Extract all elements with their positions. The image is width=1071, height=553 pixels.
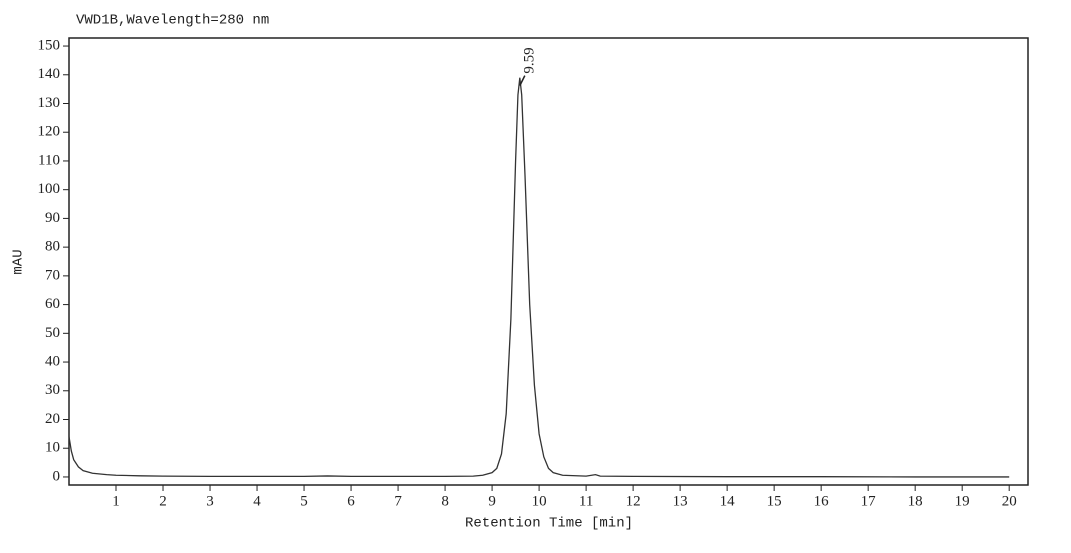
x-tick-label: 14 [720, 493, 736, 509]
x-tick-label: 5 [300, 493, 308, 509]
y-tick-label: 150 [38, 37, 61, 53]
y-tick-label: 120 [38, 124, 61, 140]
y-tick-label: 0 [53, 468, 61, 484]
x-tick-label: 1 [112, 493, 120, 509]
x-tick-label: 9 [488, 493, 496, 509]
peak-marker [519, 75, 526, 86]
y-tick-label: 20 [45, 411, 60, 427]
x-tick-label: 10 [532, 493, 547, 509]
x-tick-label: 2 [159, 493, 167, 509]
peak-label: 9.59 [521, 47, 537, 73]
x-tick-label: 3 [206, 493, 214, 509]
x-tick-label: 4 [253, 493, 261, 509]
x-tick-label: 17 [861, 493, 877, 509]
y-tick-label: 100 [38, 181, 61, 197]
x-tick-label: 19 [955, 493, 970, 509]
x-tick-label: 20 [1002, 493, 1017, 509]
x-tick-label: 15 [767, 493, 782, 509]
y-tick-label: 80 [45, 239, 60, 255]
y-tick-label: 140 [38, 66, 61, 82]
y-tick-label: 110 [38, 152, 60, 168]
x-axis-label: Retention Time [min] [465, 516, 633, 532]
x-tick-label: 11 [579, 493, 593, 509]
y-axis-label: mAU [11, 249, 27, 274]
x-tick-label: 7 [394, 493, 402, 509]
y-tick-label: 50 [45, 325, 60, 341]
y-tick-label: 40 [45, 353, 60, 369]
x-tick-label: 6 [347, 493, 355, 509]
x-tick-label: 18 [908, 493, 923, 509]
y-tick-label: 60 [45, 296, 60, 312]
signal-line [68, 77, 1010, 478]
x-tick-label: 8 [441, 493, 449, 509]
y-tick-label: 90 [45, 210, 60, 226]
x-tick-label: 12 [626, 493, 641, 509]
x-tick-label: 13 [673, 493, 688, 509]
y-tick-label: 10 [45, 440, 60, 456]
chart-title: VWD1B,Wavelength=280 nm [76, 13, 269, 29]
x-tick-label: 16 [814, 493, 830, 509]
y-tick-label: 30 [45, 382, 60, 398]
plot-frame [68, 37, 1029, 486]
y-tick-label: 70 [45, 267, 60, 283]
y-tick-label: 130 [38, 95, 61, 111]
